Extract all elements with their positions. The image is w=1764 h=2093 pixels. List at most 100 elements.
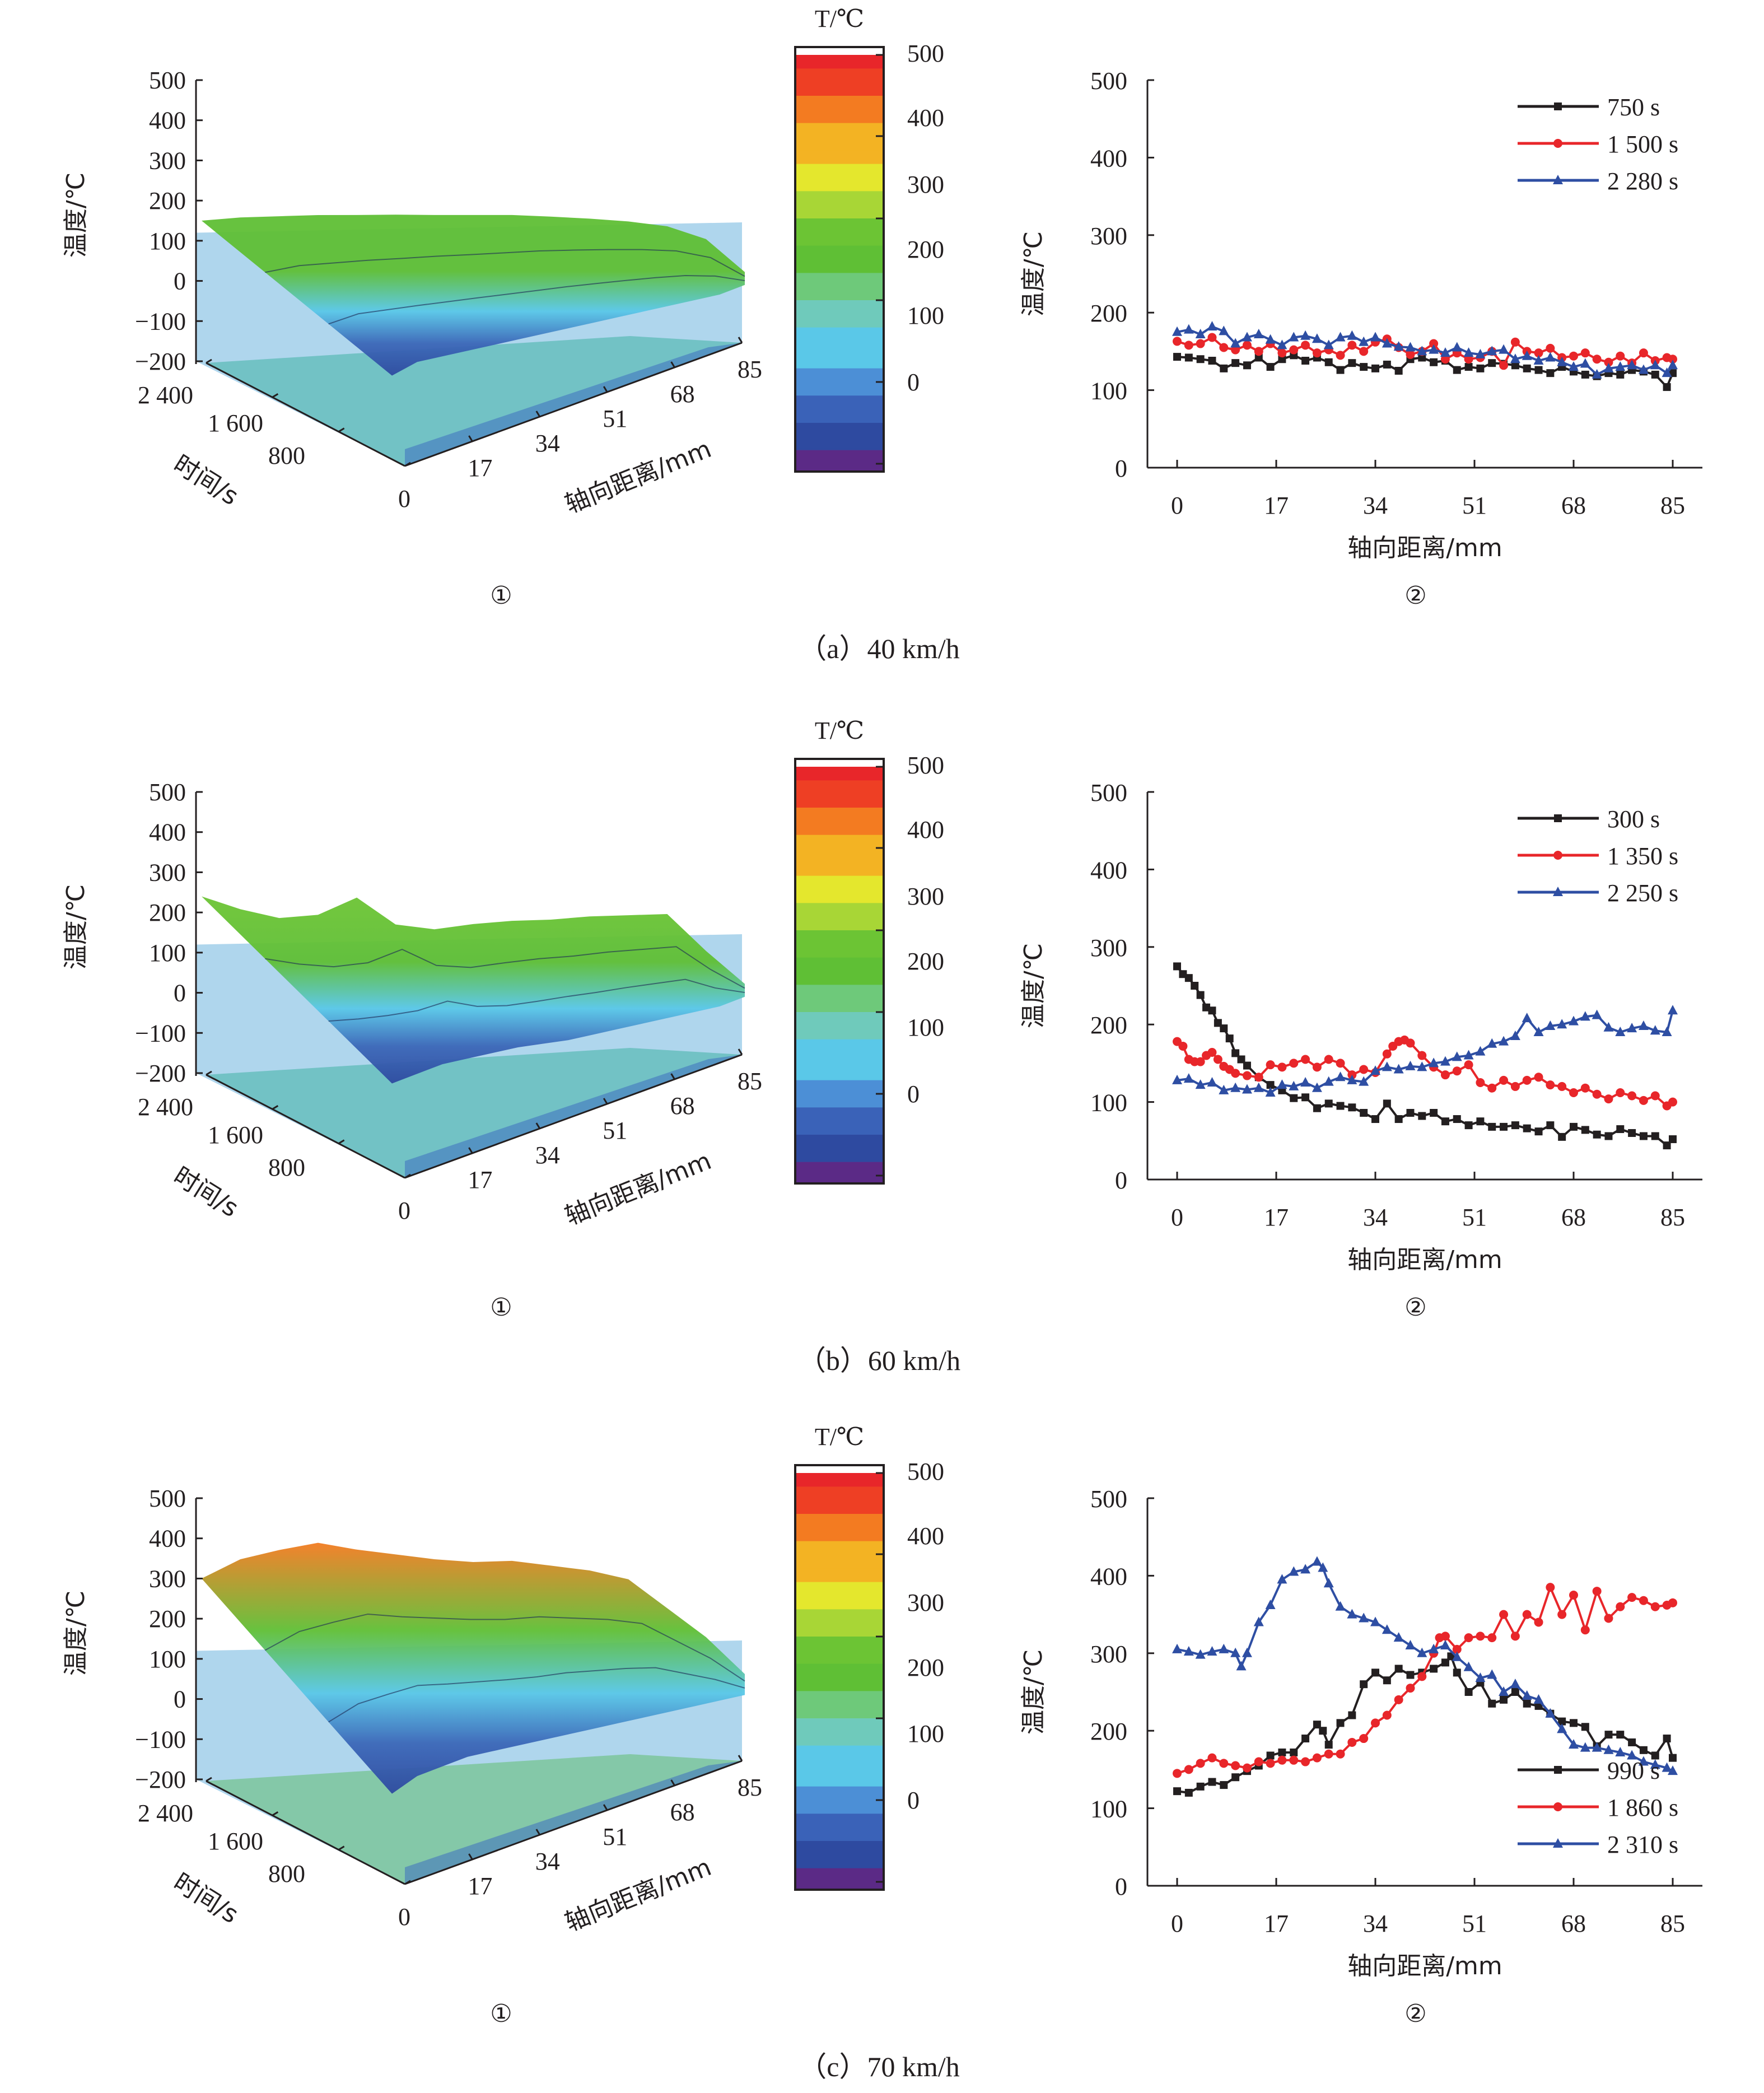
colorbar-band <box>795 1854 884 1869</box>
data-point <box>1277 1079 1287 1089</box>
data-point <box>1638 1756 1649 1766</box>
data-point <box>1196 1057 1205 1066</box>
data-point <box>1651 1751 1659 1760</box>
data-point <box>1662 367 1672 377</box>
data-point <box>1359 1734 1369 1744</box>
distance-tick-label: 51 <box>603 405 627 432</box>
legend-label: 2 280 s <box>1607 167 1678 195</box>
data-point <box>1242 332 1252 342</box>
time-axis-label: 时间/s <box>169 1868 244 1929</box>
data-point <box>1418 1112 1426 1120</box>
data-point <box>1243 1061 1251 1070</box>
distance-tick-label: 68 <box>670 1092 695 1120</box>
series-1-350-s <box>1173 1035 1677 1111</box>
data-point <box>1347 1074 1357 1084</box>
data-point <box>1510 337 1520 347</box>
colorbar-band <box>795 436 884 451</box>
colorbar-band <box>795 382 884 397</box>
surface-floor-projection <box>206 1754 742 1884</box>
data-point <box>1359 1076 1369 1086</box>
data-point <box>1669 1135 1677 1144</box>
colorbar: T/℃ 500 400 300 200 100 0 <box>794 1423 944 1891</box>
data-point <box>1464 1060 1473 1070</box>
data-point <box>1242 341 1252 350</box>
data-point <box>1651 1132 1659 1140</box>
time-tick <box>404 1173 411 1179</box>
data-point <box>1546 1583 1555 1592</box>
legend-marker <box>1553 851 1562 860</box>
data-point <box>1440 355 1450 364</box>
colorbar-band <box>795 767 884 781</box>
data-point <box>1592 369 1602 379</box>
data-point <box>1499 344 1509 354</box>
legend-label: 2 250 s <box>1607 879 1678 907</box>
z-axis-label: 温度/℃ <box>62 173 90 258</box>
data-point <box>1663 383 1671 391</box>
data-point <box>1394 1115 1403 1124</box>
data-point <box>1324 1055 1333 1064</box>
subfigure-marker-2: ② <box>1404 2000 1426 2027</box>
distance-tick <box>468 435 473 442</box>
time-tick <box>206 1070 212 1076</box>
time-tick <box>338 1845 345 1850</box>
data-point <box>1616 1088 1625 1097</box>
data-point <box>1383 1676 1391 1685</box>
data-point <box>1220 1781 1228 1789</box>
time-tick <box>404 1880 411 1885</box>
data-point <box>1663 1735 1671 1743</box>
data-point <box>1615 1027 1626 1037</box>
data-point <box>1405 342 1416 352</box>
colorbar-band <box>795 300 884 315</box>
colorbar-band <box>795 1704 884 1719</box>
time-axis <box>206 1780 405 1885</box>
colorbar-tick-label: 200 <box>907 948 944 975</box>
colorbar-band <box>795 395 884 410</box>
distance-tick-label: 51 <box>603 1823 627 1850</box>
y-tick-label: 100 <box>1090 1796 1127 1823</box>
data-point <box>1301 1055 1310 1064</box>
data-point <box>1522 1075 1532 1085</box>
colorbar-band <box>795 1745 884 1760</box>
data-point <box>1301 1093 1310 1102</box>
data-point <box>1359 1612 1369 1623</box>
data-point <box>1243 361 1251 370</box>
data-point <box>1580 1083 1590 1093</box>
time-tick-label: 1 600 <box>208 1828 263 1855</box>
x-axis-label: 轴向距离/mm <box>1347 1952 1502 1980</box>
data-point <box>1604 1132 1613 1140</box>
data-point <box>1319 1727 1327 1735</box>
x-tick-label: 51 <box>1462 492 1487 519</box>
distance-axis <box>404 1760 743 1885</box>
data-point <box>1347 1609 1357 1619</box>
data-point <box>1323 1578 1334 1588</box>
panel-a: 500 400 300 200 100 0 −100 −200 温度/℃ 2 400 1 60080… <box>62 5 1702 664</box>
data-point <box>1289 1755 1299 1765</box>
data-point <box>1639 1746 1648 1754</box>
colorbar-band <box>795 794 884 808</box>
data-point <box>1266 1060 1275 1070</box>
data-point <box>1172 1643 1182 1653</box>
distance-tick <box>603 1098 608 1104</box>
colorbar-tick-label: 500 <box>907 752 944 779</box>
data-point <box>1639 348 1648 358</box>
data-point <box>1510 1631 1520 1641</box>
colorbar-band <box>795 1473 884 1488</box>
colorbar-band <box>795 1039 884 1054</box>
data-point <box>1500 1122 1508 1131</box>
x-tick-label: 85 <box>1660 492 1685 519</box>
time-tick-label: 1 600 <box>208 409 263 437</box>
data-point <box>1301 1735 1310 1743</box>
data-point <box>1184 1788 1193 1797</box>
z-tick-label: −100 <box>135 1019 186 1047</box>
data-point <box>1662 1762 1672 1772</box>
data-point <box>1173 962 1181 971</box>
colorbar-band <box>795 1623 884 1637</box>
data-point <box>1499 361 1509 370</box>
data-point <box>1639 1132 1648 1140</box>
time-tick-label: 1 600 <box>208 1121 263 1149</box>
data-point <box>1312 1556 1322 1566</box>
colorbar-band <box>795 1094 884 1108</box>
data-point <box>1336 351 1345 360</box>
data-point <box>1172 1074 1182 1084</box>
colorbar-frame <box>794 46 885 473</box>
